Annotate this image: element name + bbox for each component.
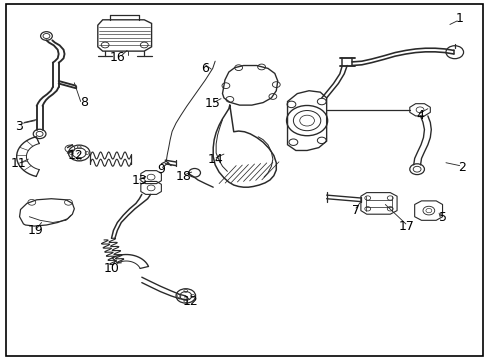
Text: 12: 12 <box>68 149 83 162</box>
Text: 9: 9 <box>157 163 165 176</box>
Text: 15: 15 <box>204 97 220 110</box>
Text: 6: 6 <box>201 62 209 75</box>
Text: 18: 18 <box>175 170 191 183</box>
Text: 7: 7 <box>351 204 359 217</box>
Text: 19: 19 <box>27 224 43 237</box>
Text: 11: 11 <box>11 157 26 170</box>
Text: 3: 3 <box>15 120 22 132</box>
Text: 13: 13 <box>131 174 147 187</box>
Text: 5: 5 <box>438 211 446 224</box>
Circle shape <box>43 33 50 39</box>
Text: 14: 14 <box>207 153 223 166</box>
Circle shape <box>36 131 43 136</box>
Text: 16: 16 <box>109 51 125 64</box>
Text: 1: 1 <box>455 12 463 25</box>
Text: 4: 4 <box>416 109 424 122</box>
Text: 12: 12 <box>183 295 198 308</box>
Text: 10: 10 <box>103 262 119 275</box>
Text: 8: 8 <box>80 96 88 109</box>
Text: 17: 17 <box>398 220 414 233</box>
Text: 2: 2 <box>457 161 465 174</box>
